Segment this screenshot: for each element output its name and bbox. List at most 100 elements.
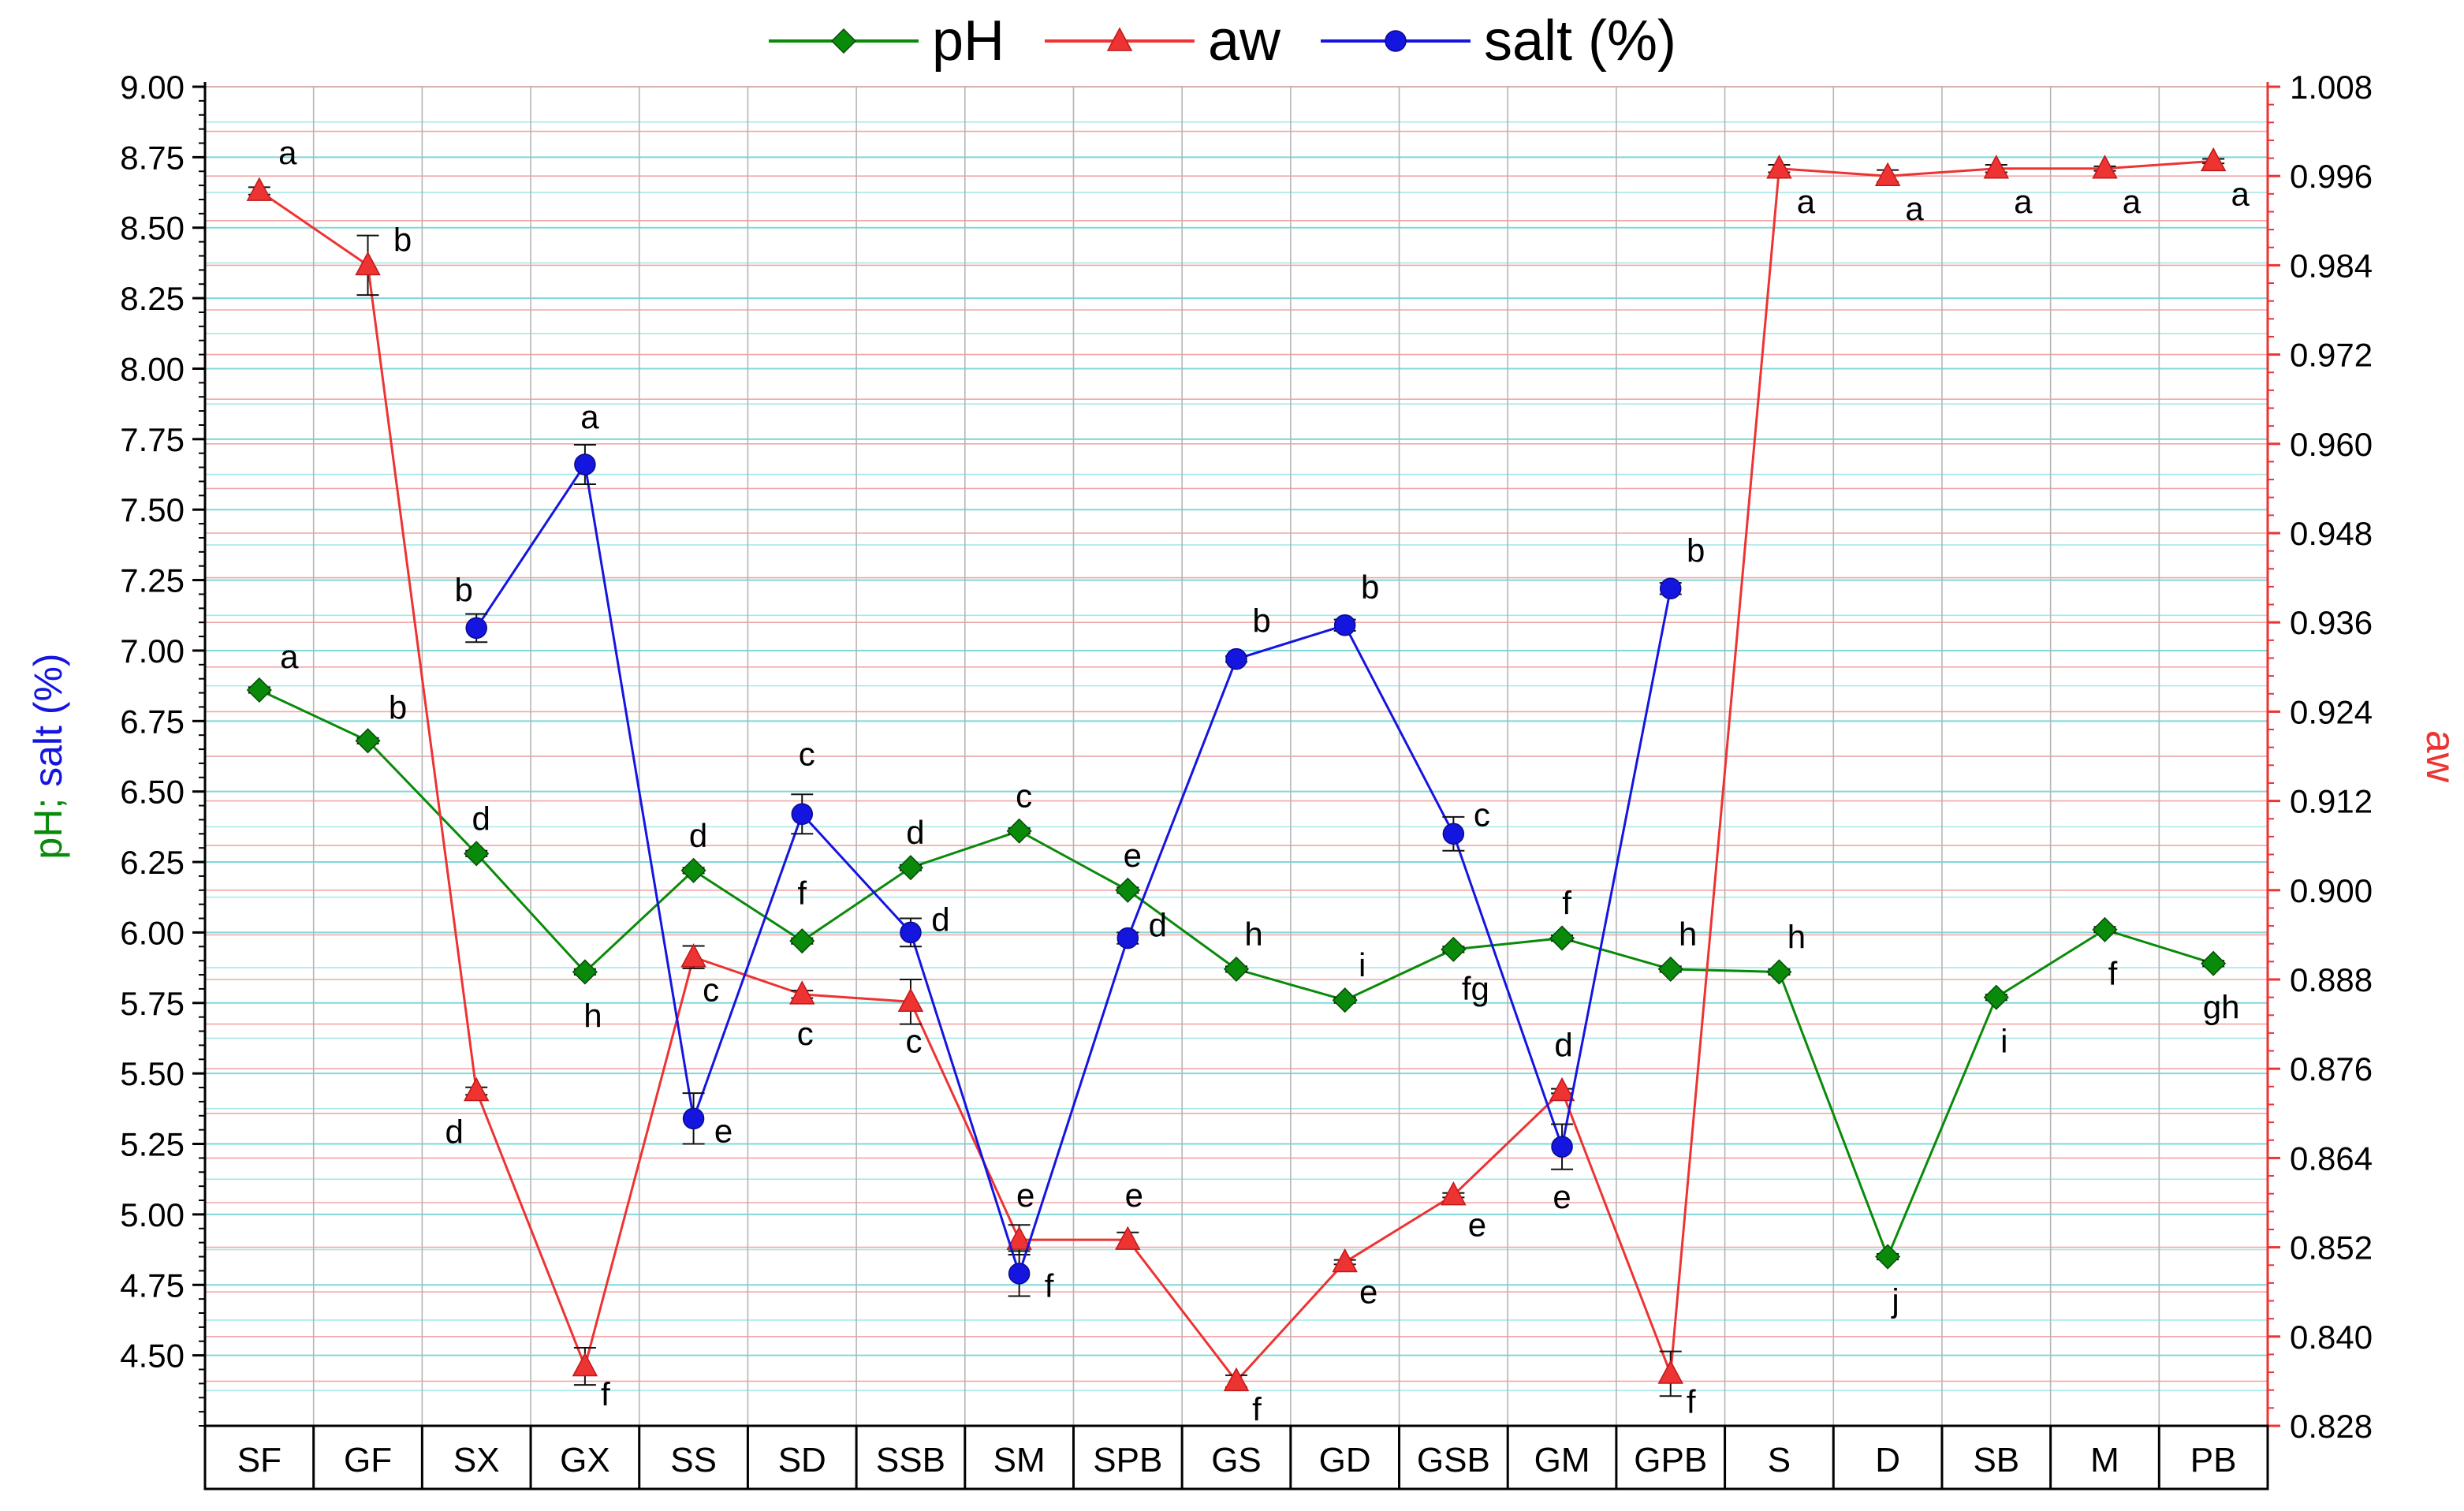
category-label: SF	[237, 1441, 281, 1479]
right-axis-tick-label: 0.888	[2290, 961, 2373, 998]
right-axis-tick-label: 1.008	[2290, 69, 2373, 106]
significance-letter: a	[2014, 183, 2033, 220]
ph-marker	[2201, 950, 2227, 976]
category-label: SM	[993, 1441, 1046, 1479]
left-axis-title-part: pH	[26, 809, 70, 860]
right-axis-tick-label: 0.864	[2290, 1140, 2373, 1177]
ph-marker	[1766, 959, 1792, 985]
aw-marker	[1441, 1181, 1467, 1206]
left-axis-tick-label: 5.75	[120, 985, 185, 1022]
series-layer	[246, 147, 2227, 1397]
significance-letter: a	[278, 134, 297, 171]
ph-marker	[2092, 916, 2118, 942]
category-label: GS	[1211, 1441, 1262, 1479]
left-axis-title: pH; salt (%)	[26, 653, 70, 859]
legend-label: pH	[932, 9, 1005, 73]
category-label: D	[1875, 1441, 1900, 1479]
significance-letter: f	[2108, 955, 2118, 992]
salt-marker	[791, 803, 814, 826]
aw-marker	[1874, 162, 1901, 186]
right-axis-tick-label: 0.876	[2290, 1050, 2373, 1088]
aw-marker	[1549, 1076, 1575, 1102]
significance-letter: d	[1149, 907, 1167, 944]
significance-letter: e	[1359, 1273, 1377, 1310]
left-axis-tick-label: 7.50	[120, 491, 185, 528]
left-axis-tick-label: 8.00	[120, 350, 185, 387]
significance-letter: c	[703, 972, 719, 1009]
aw-marker	[1766, 155, 1792, 179]
significance-letter: h	[1787, 918, 1806, 955]
significance-letter: d	[689, 817, 707, 854]
aw-marker	[1332, 1248, 1358, 1273]
category-label: PB	[2190, 1441, 2237, 1479]
aw-marker	[2092, 155, 2118, 179]
significance-letter: f	[1252, 1390, 1262, 1427]
category-label: GX	[560, 1441, 610, 1479]
series-aw	[246, 147, 2227, 1397]
category-label: SSB	[876, 1441, 945, 1479]
ph-marker	[1657, 956, 1683, 982]
right-axis-tick-label: 0.948	[2290, 515, 2373, 552]
ph-marker	[1332, 987, 1358, 1013]
ph-marker	[464, 841, 490, 867]
significance-letter: a	[1905, 190, 1924, 227]
salt-marker	[465, 617, 487, 640]
ph-marker	[830, 28, 857, 54]
significance-letter: h	[583, 997, 602, 1034]
ph-marker	[1441, 936, 1467, 962]
category-label: GPB	[1634, 1441, 1707, 1479]
axes-layer	[192, 82, 2280, 1490]
significance-letter: i	[2000, 1023, 2007, 1060]
significance-letter: e	[1468, 1207, 1486, 1244]
salt-marker	[682, 1107, 705, 1130]
aw-marker	[1006, 1226, 1032, 1250]
significance-letter: a	[580, 398, 599, 435]
left-axis-title-part: salt (%)	[26, 653, 70, 786]
left-axis-tick-label: 5.00	[120, 1196, 185, 1233]
significance-letter: c	[905, 1022, 922, 1059]
significance-letter: b	[1361, 569, 1379, 606]
ph-marker	[355, 728, 381, 754]
series-ph	[246, 677, 2227, 1270]
left-axis-tick-label: 8.50	[120, 210, 185, 247]
significance-letter: h	[1244, 916, 1262, 953]
salt-marker	[1225, 647, 1247, 670]
left-axis-tick-label: 5.25	[120, 1126, 185, 1163]
category-label: SD	[778, 1441, 826, 1479]
salt-marker	[1659, 577, 1682, 600]
right-axis-tick-label: 0.828	[2290, 1408, 2373, 1445]
ph-marker	[246, 677, 272, 703]
significance-letter: b	[393, 221, 412, 258]
salt-marker	[1442, 823, 1465, 845]
significance-letter: e	[714, 1112, 732, 1149]
legend: pH aw salt (%)	[769, 9, 1676, 73]
right-axis-tick-label: 0.996	[2290, 158, 2373, 195]
aw-marker	[789, 980, 815, 1005]
aw-marker	[1115, 1226, 1141, 1250]
significance-letter: d	[906, 814, 924, 851]
series-line	[475, 461, 1672, 1278]
significance-letter: f	[601, 1376, 610, 1413]
left-axis-title-part: ;	[26, 787, 70, 809]
ph-marker	[680, 857, 706, 883]
ph-marker	[1875, 1244, 1901, 1270]
significance-letter: d	[931, 901, 949, 938]
aw-marker	[680, 943, 706, 968]
right-axis-tick-label: 0.900	[2290, 872, 2373, 909]
significance-letter: fg	[1462, 970, 1489, 1007]
right-axis-tick-label: 0.924	[2290, 693, 2373, 730]
significance-letter: f	[797, 875, 807, 912]
legend-item: salt (%)	[1321, 9, 1676, 73]
category-label: GSB	[1417, 1441, 1490, 1479]
legend-label: salt (%)	[1484, 9, 1676, 73]
left-axis-tick-label: 7.00	[120, 632, 185, 670]
significance-letter: c	[1016, 778, 1032, 815]
right-axis-title: aw	[2417, 730, 2463, 783]
left-axis-tick-label: 7.25	[120, 562, 185, 599]
legend-item: pH	[769, 9, 1005, 73]
category-label: S	[1768, 1441, 1791, 1479]
right-axis-tick-label: 0.960	[2290, 426, 2373, 463]
left-axis-tick-label: 4.50	[120, 1338, 185, 1375]
right-axis-tick-label: 0.912	[2290, 783, 2373, 820]
category-label: SX	[453, 1441, 500, 1479]
